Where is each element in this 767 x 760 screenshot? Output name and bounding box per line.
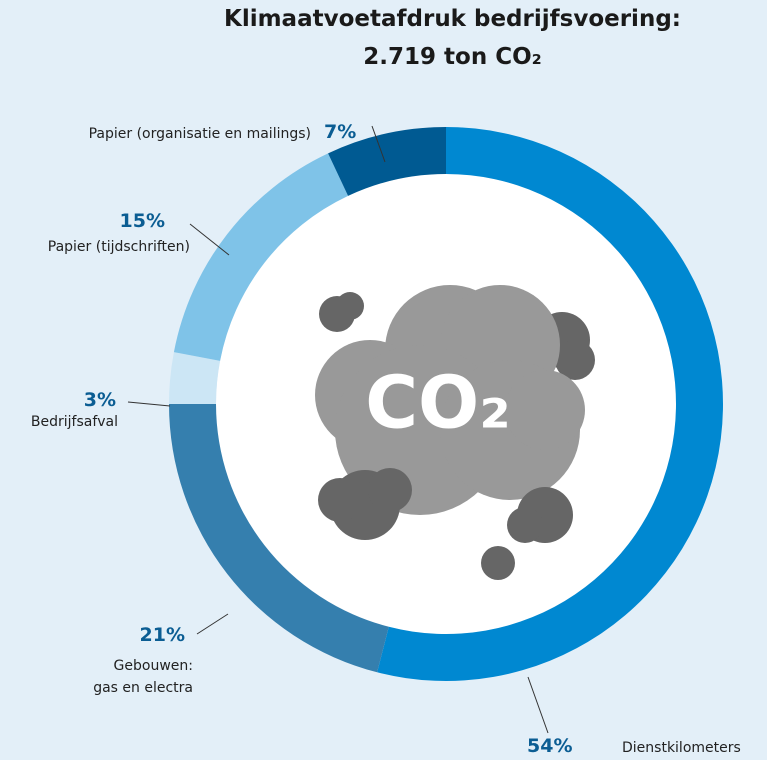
value-label: 3% [83,389,116,411]
donut-segment [173,153,349,361]
value-label: 7% [324,121,357,143]
leader-line [527,676,549,734]
category-label: Dienstkilometers [622,740,741,756]
leader-line [189,223,230,256]
cloud-icon [315,285,595,580]
donut-segment [169,352,221,404]
chart-title: 2.719 ton CO₂ [363,44,542,70]
donut-segment [169,404,389,673]
category-label: Bedrijfsafval [30,414,118,430]
center-label: CO₂ [365,361,511,445]
donut-segment [377,127,723,681]
chart-title: Klimaatvoetafdruk bedrijfsvoering: [224,6,681,32]
category-label: Papier (organisatie en mailings) [88,126,311,142]
category-label: Gebouwen: gas en electra [93,658,193,696]
leader-line [127,401,171,407]
value-label: 54% [527,735,573,757]
category-label: Papier (tijdschriften) [47,239,190,255]
leader-line [196,613,229,635]
value-label: 21% [139,624,185,646]
donut-segment [328,127,446,196]
leader-line [371,125,386,163]
value-label: 15% [119,210,165,232]
